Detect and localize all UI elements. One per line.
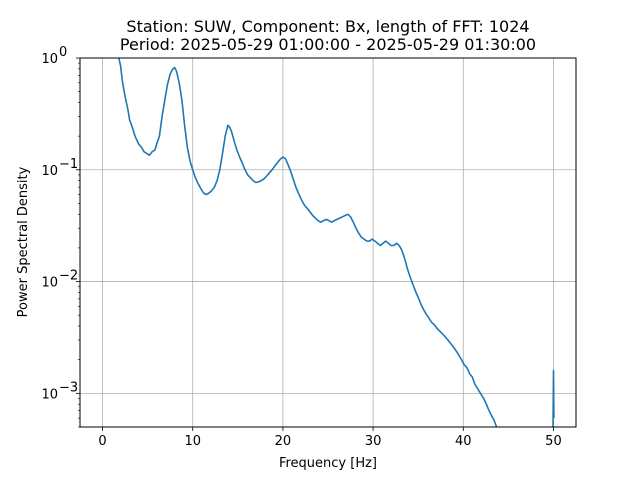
psd-series-line-0 [118,57,498,428]
x-tick-label: 0 [98,434,106,449]
psd-series-line-1 [552,369,555,428]
y-tick-exponent: −1 [59,157,78,172]
y-tick-exponent: −3 [59,380,78,395]
x-tick-label: 50 [545,434,562,449]
y-tick-exponent: 0 [59,45,67,60]
grid-lines [80,58,576,427]
x-tick-label: 40 [455,434,472,449]
x-axis-label: Frequency [Hz] [279,456,377,471]
x-tick-label: 20 [275,434,292,449]
x-axis-ticks: 0 10 20 30 40 50 [98,427,562,449]
chart-title: Station: SUW, Component: Bx, length of F… [126,17,529,36]
y-tick-label: 10 [41,387,58,402]
y-tick-label: 10 [41,276,58,291]
chart-subtitle: Period: 2025-05-29 01:00:00 - 2025-05-29… [120,35,536,54]
x-tick-label: 30 [365,434,382,449]
y-tick-label: 10 [41,52,58,67]
y-tick-label: 10 [41,164,58,179]
y-tick-exponent: −2 [59,269,78,284]
x-tick-label: 10 [184,434,201,449]
psd-line-group [118,57,555,428]
y-axis-label: Power Spectral Density [16,166,31,317]
axes-frame [79,57,577,428]
